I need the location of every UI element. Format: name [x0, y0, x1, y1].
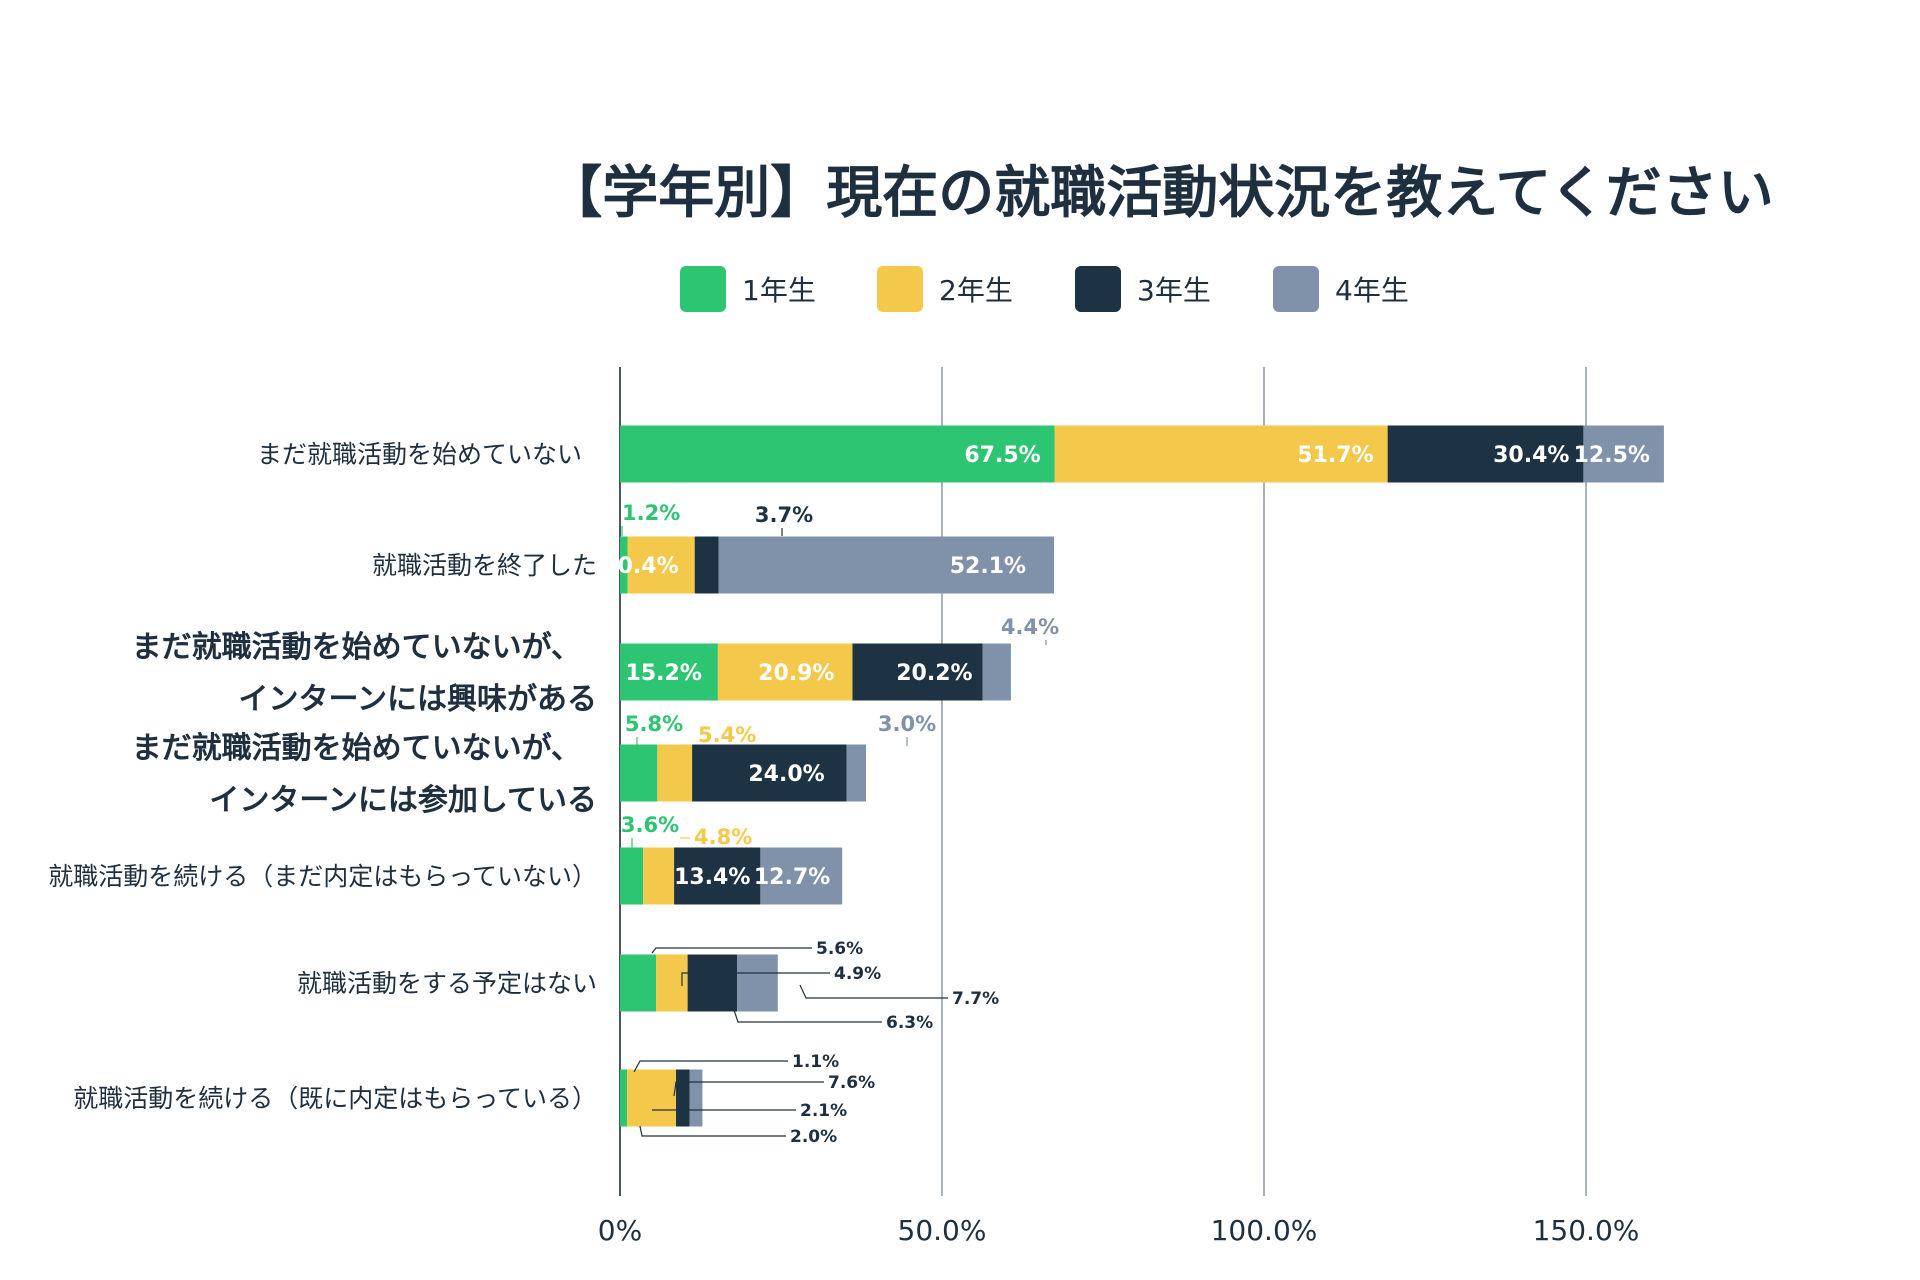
bar-value-label: 13.4%: [674, 865, 750, 890]
legend-label: 3年生: [1137, 274, 1211, 307]
bar-segment: [627, 536, 695, 594]
bar-segment: [846, 744, 867, 802]
bar-segment: [1387, 425, 1584, 483]
legend-label: 2年生: [939, 274, 1013, 307]
bar-segment: [620, 847, 644, 905]
category-label: まだ就職活動を始めていないが、: [132, 630, 581, 665]
bar-segment: [657, 744, 693, 802]
category-label: 就職活動をする予定はない: [297, 969, 597, 998]
bar-value-label: 6.3%: [886, 1013, 933, 1033]
leader-line: [733, 1009, 882, 1023]
bar-segment: [717, 643, 853, 701]
bar-segment: [1054, 425, 1388, 483]
bar-segment: [676, 1069, 690, 1127]
bar-value-label: 7.7%: [952, 989, 999, 1009]
bar-segment: [737, 954, 778, 1012]
bar-value-label: 15.2%: [626, 661, 702, 686]
bar-value-label: 5.8%: [625, 712, 683, 736]
bar-value-label: 20.2%: [896, 661, 972, 686]
bar-value-label: 51.7%: [1297, 443, 1373, 468]
bar-value-label: 52.1%: [950, 554, 1026, 579]
x-tick-label: 100.0%: [1211, 1214, 1318, 1247]
category-label: 就職活動を続ける（まだ内定はもらっていない）: [48, 862, 597, 891]
bar-value-label: 1.2%: [622, 501, 680, 525]
bar-value-label: 24.0%: [748, 762, 824, 787]
bar-value-label: 3.6%: [621, 813, 679, 837]
legend-label: 1年生: [742, 274, 816, 307]
bar-value-label: 2.1%: [800, 1101, 847, 1121]
category-label: インターンには参加している: [209, 783, 597, 818]
legend-item: 1年生: [680, 266, 816, 312]
chart-title: 【学年別】現在の就職活動状況を教えてください: [546, 161, 1774, 226]
bar-value-label: 20.9%: [758, 661, 834, 686]
bar-segment: [718, 536, 1055, 594]
leader-line: [673, 1081, 824, 1097]
bar-segment: [620, 954, 657, 1012]
bar-segment: [852, 643, 983, 701]
legend-item: 4年生: [1273, 266, 1409, 312]
legend-swatch: [877, 266, 923, 312]
bar-segment: [760, 847, 843, 905]
legend: 1年生 2年生 3年生 4年生: [680, 266, 1409, 312]
bar-segment: [620, 1069, 628, 1127]
category-labels: まだ就職活動を始めていない就職活動を終了したまだ就職活動を始めていないが、インタ…: [48, 440, 597, 1113]
legend-swatch: [680, 266, 726, 312]
leader-line: [651, 947, 812, 954]
bar-value-label: 4.4%: [1001, 615, 1059, 639]
category-label: 就職活動を続ける（既に内定はもらっている）: [73, 1084, 597, 1113]
leader-line: [681, 972, 830, 986]
x-tick-label: 50.0%: [898, 1214, 987, 1247]
bar-value-label: 4.9%: [834, 964, 881, 984]
category-label: まだ就職活動を始めていない: [257, 440, 582, 469]
bar-segment: [982, 643, 1011, 701]
legend-item: 3年生: [1075, 266, 1211, 312]
bar-value-label: 4.8%: [694, 825, 752, 849]
category-label: 就職活動を終了した: [372, 551, 597, 580]
bar-segment: [687, 954, 738, 1012]
bar-value-label: 12.5%: [1574, 443, 1650, 468]
bar-segment: [674, 847, 761, 905]
bar-segment: [694, 536, 719, 594]
leader-line: [633, 1060, 788, 1073]
x-tick-label: 0%: [598, 1214, 642, 1247]
legend-label: 4年生: [1335, 274, 1409, 307]
bar-segment: [643, 847, 675, 905]
bar-value-label: 10.4%: [602, 554, 678, 579]
bar-segment: [689, 1069, 703, 1127]
bar-value-label: 1.1%: [792, 1052, 839, 1072]
bar-segment: [1583, 425, 1664, 483]
bar-segment: [620, 425, 1055, 483]
bar-segment: [627, 1069, 677, 1127]
legend-swatch: [1075, 266, 1121, 312]
legend-swatch: [1273, 266, 1319, 312]
x-tick-label: 150.0%: [1533, 1214, 1640, 1247]
bar-value-label: 3.7%: [755, 503, 813, 527]
bar-segment: [620, 643, 718, 701]
bar-value-label: 2.0%: [790, 1127, 837, 1147]
category-label: インターンには興味がある: [239, 682, 598, 717]
bar-segment: [692, 744, 847, 802]
bar-value-label: 7.6%: [828, 1073, 875, 1093]
bar-value-label: 3.0%: [878, 712, 936, 736]
bar-value-label: 30.4%: [1493, 443, 1569, 468]
leader-line: [799, 984, 948, 999]
bar-value-label: 12.7%: [754, 865, 830, 890]
bar-value-label: 5.4%: [698, 723, 756, 747]
category-label: まだ就職活動を始めていないが、: [132, 731, 581, 766]
bars: [620, 425, 1664, 1127]
legend-item: 2年生: [877, 266, 1013, 312]
x-axis-ticks: 0% 50.0% 100.0% 150.0%: [598, 1214, 1640, 1247]
bar-segment: [656, 954, 688, 1012]
leader-line: [639, 1125, 786, 1137]
bar-value-labels: 67.5% 51.7% 30.4% 12.5% 1.2% 10.4% 3.7% 52.1% 15…: [602, 443, 1650, 1147]
bar-segment: [620, 744, 658, 802]
bar-segment: [620, 536, 628, 594]
bar-value-label: 5.6%: [816, 939, 863, 959]
bar-value-label: 67.5%: [964, 443, 1040, 468]
